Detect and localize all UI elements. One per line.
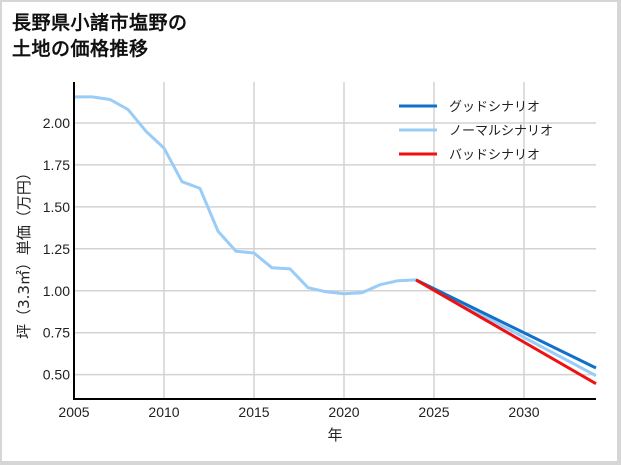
x-tick-label: 2015 (238, 404, 269, 420)
legend-label-1: ノーマルシナリオ (449, 124, 553, 139)
y-tick-label: 1.50 (43, 199, 70, 215)
y-tick-label: 2.00 (43, 115, 70, 131)
x-tick-label: 2005 (58, 404, 89, 420)
x-tick-label: 2030 (508, 404, 539, 420)
chart-title-line-1: 長野県小諸市塩野の (12, 12, 188, 34)
chart-frame (2, 2, 617, 461)
y-tick-label: 0.50 (43, 367, 70, 383)
y-tick-label: 1.00 (43, 283, 70, 299)
x-axis-label: 年 (327, 426, 342, 444)
chart-title-line-2: 土地の価格推移 (12, 38, 149, 60)
y-tick-label: 1.25 (43, 241, 70, 257)
x-tick-label: 2020 (328, 404, 359, 420)
series-line-0 (415, 278, 597, 370)
y-axis-label: 坪（3.3㎡）単価（万円） (15, 165, 33, 339)
legend-label-0: グッドシナリオ (449, 100, 540, 115)
series-line-2 (415, 278, 597, 385)
y-tick-label: 0.75 (43, 325, 70, 341)
legend-label-2: バッドシナリオ (449, 148, 540, 163)
chart-title: 長野県小諸市塩野の 土地の価格推移 (12, 10, 188, 62)
y-tick-label: 1.75 (43, 157, 70, 173)
x-tick-label: 2010 (148, 404, 179, 420)
x-tick-label: 2025 (418, 404, 449, 420)
series-line-1 (74, 95, 597, 378)
